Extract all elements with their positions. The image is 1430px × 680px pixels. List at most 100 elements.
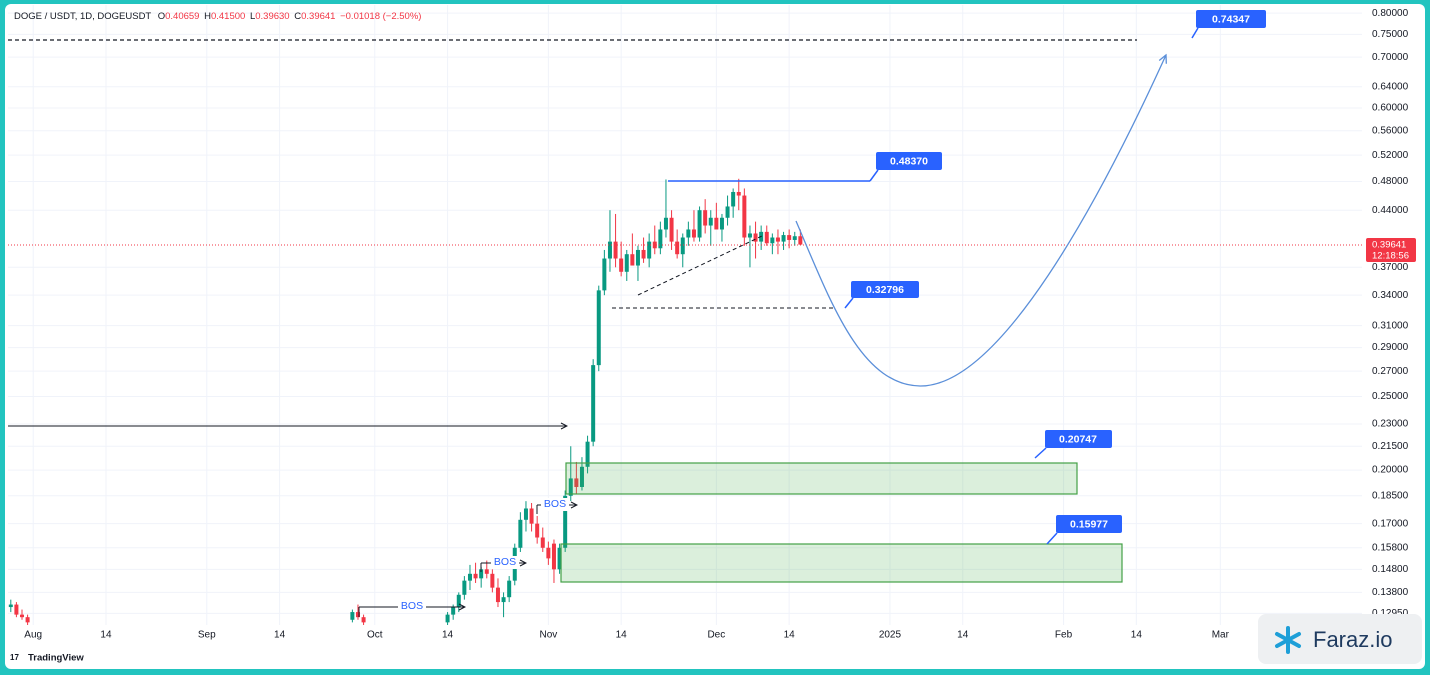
candle-body [467,573,472,581]
callout-line [1046,532,1058,545]
candle-body [19,614,24,618]
candle-body [652,241,657,249]
x-axis: Aug 14 Sep 14 Oct 14 Nov 14 Dec 14 2025 14 Feb 14 Mar [24,630,1229,641]
candle-body [551,543,556,570]
candle-body [535,523,540,538]
candle-body [484,569,489,574]
candle-body [456,594,461,608]
callout-line [1034,447,1047,459]
candle-body [479,569,484,579]
ohlc-value: 0.41500 [211,11,245,22]
y-tick-label: 0.34000 [1372,290,1409,301]
candle-body [585,441,590,467]
x-tick-label: 14 [274,630,286,641]
candle-body [725,206,730,218]
x-tick-label: Mar [1212,630,1230,641]
bos-label: BOS [401,600,423,612]
y-tick-label: 0.12950 [1372,608,1409,619]
candle-body [731,191,736,207]
x-tick-label: 14 [957,630,969,641]
price-tag-value: 0.39641 [1372,240,1406,251]
candle-body [619,258,624,272]
x-tick-label: 14 [784,630,796,641]
y-tick-label: 0.20000 [1372,465,1409,476]
x-tick-label: Sep [198,630,216,641]
ohlc-value: 0.40659 [165,11,199,22]
x-tick-label: 14 [1131,630,1143,641]
candle-body [647,241,652,259]
candle-body [798,236,803,245]
candle-body [630,254,635,266]
demand-zone [560,543,1123,583]
candle-body [697,210,702,238]
target-box [1196,10,1266,28]
change: −0.01018 (−2.50%) [340,11,421,22]
target-label: 0.20747 [1059,433,1097,445]
candle-body [540,537,545,548]
candle-body [501,597,506,603]
ohlc-value: 0.39630 [255,11,289,22]
candle-body [613,241,618,259]
candle-body [635,249,640,266]
y-tick-label: 0.48000 [1372,176,1409,187]
candle-body [675,241,680,255]
y-tick-label: 0.14800 [1372,564,1409,575]
candle-body [596,290,601,366]
candle-body [680,237,685,255]
candle-body [523,508,528,520]
candle-body [490,573,495,588]
ohlc-key: C [294,11,301,22]
watermark-text: Faraz.io [1313,627,1392,652]
bos-bg [398,600,426,613]
candle-body [546,547,551,559]
candle-body [708,217,713,226]
legend: DOGE / USDT, 1D, DOGEUSDT O0.40659 H0.41… [14,11,421,22]
target-label: 0.15977 [1070,518,1108,530]
candle-body [445,614,450,623]
candle-body [451,607,456,615]
x-tick-label: Nov [539,630,557,641]
target-label: 0.32796 [866,284,904,296]
candle-body [641,249,646,259]
y-tick-label: 0.15800 [1372,542,1409,553]
y-tick-label: 0.56000 [1372,125,1409,136]
candle-body [355,612,360,618]
callout-line [1191,27,1199,39]
y-tick-label: 0.23000 [1372,419,1409,430]
ohlc-value: 0.39641 [301,11,335,22]
y-tick-label: 0.18500 [1372,490,1409,501]
candle-body [792,236,797,240]
candle-body [624,254,629,272]
price-tag-countdown: 12:18:56 [1372,251,1409,262]
candle-body [361,617,366,623]
candle-body [462,580,467,595]
ohlc-key: O [158,11,165,22]
candle-body [753,233,758,242]
candle-body [507,580,512,598]
candle-body [787,235,792,240]
price-tag [1366,238,1416,262]
candle-body [764,231,769,244]
candle-body [658,229,663,249]
callout-line [844,297,854,309]
candle-body [781,235,786,242]
callout-line [869,169,879,182]
x-tick-label: 2025 [879,630,902,641]
logo-mark: 17 [10,653,19,662]
candle-body [495,587,500,603]
candle-body [714,217,719,230]
candle-body [686,229,691,238]
watermark-box [1258,614,1422,664]
y-tick-label: 0.60000 [1372,103,1409,114]
candle-body [25,617,30,623]
grid [8,5,1362,625]
y-tick-label: 0.80000 [1372,8,1409,19]
candle-body [518,519,523,548]
bos-bg [541,498,569,511]
y-tick-label: 0.21500 [1372,441,1409,452]
y-tick-label: 0.64000 [1372,81,1409,92]
candle-body [736,191,741,196]
x-tick-label: Oct [367,630,383,641]
target-label: 0.74347 [1212,13,1250,25]
candle-body [607,241,612,259]
